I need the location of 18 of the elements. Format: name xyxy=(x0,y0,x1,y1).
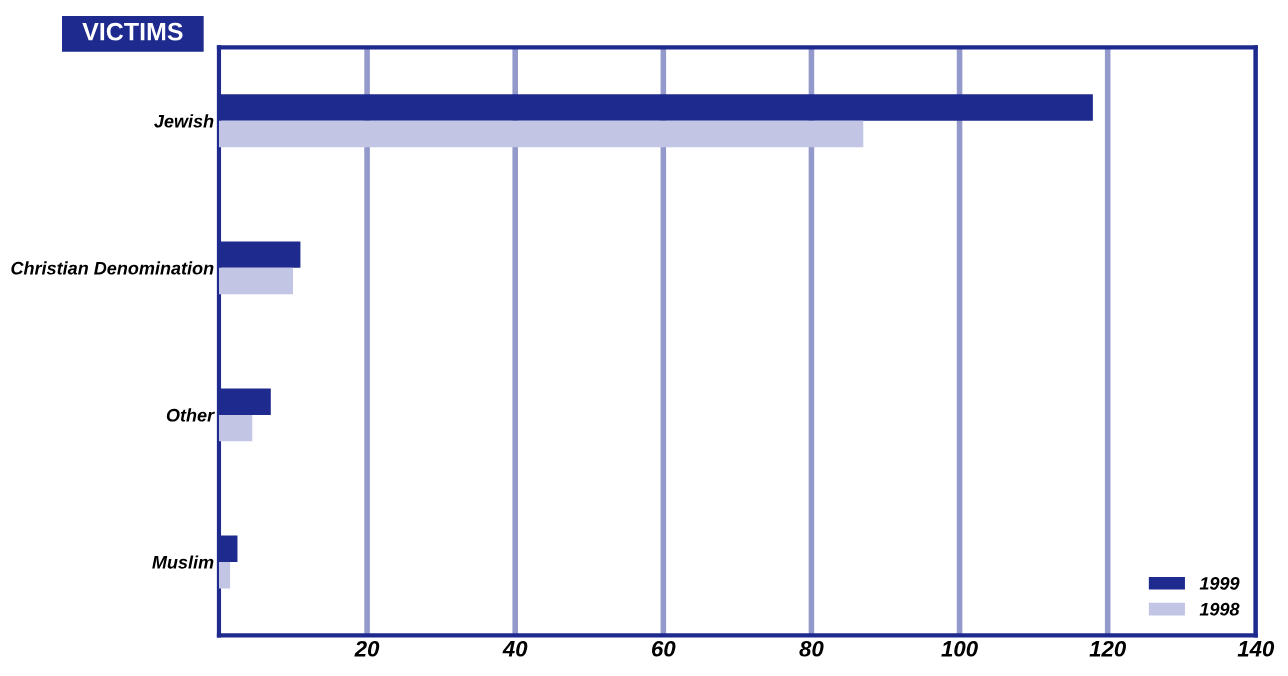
x-tick-label: 100 xyxy=(941,640,978,657)
legend-label: 1998 xyxy=(1199,602,1240,616)
bar xyxy=(218,561,231,589)
x-tick-label: 20 xyxy=(354,640,380,657)
bar xyxy=(218,414,253,442)
y-tick-label: Muslim xyxy=(152,555,214,569)
x-tick-label: 80 xyxy=(799,640,824,657)
y-tick-label: Christian Denomination xyxy=(11,261,214,275)
x-tick-label: 140 xyxy=(1237,640,1275,657)
y-tick-label: Jewish xyxy=(154,114,214,128)
bar xyxy=(218,267,294,295)
legend-label: 1999 xyxy=(1199,576,1240,590)
bar xyxy=(218,120,864,148)
y-tick-label: Other xyxy=(166,408,215,422)
x-tick-label: 120 xyxy=(1089,640,1126,657)
chart-title: VICTIMS xyxy=(82,22,183,41)
x-tick-label: 60 xyxy=(651,640,676,657)
x-tick-label: 40 xyxy=(502,640,528,657)
